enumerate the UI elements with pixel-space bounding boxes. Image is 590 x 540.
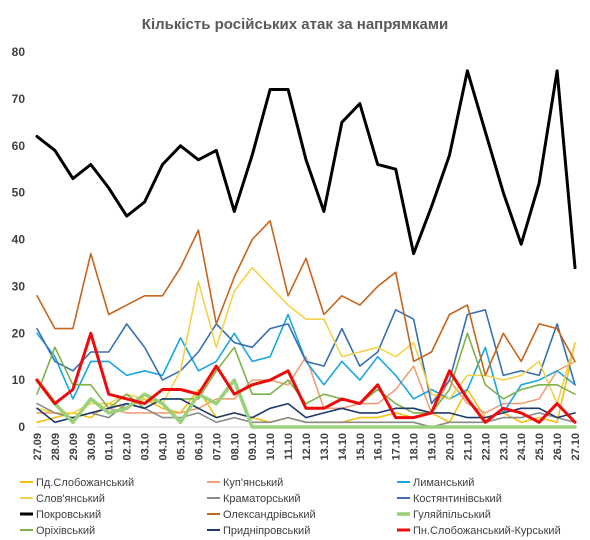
x-tick-label: 28.09 [50,433,62,461]
y-axis: 0 10 20 30 40 50 60 70 80 [12,45,26,434]
x-tick-label: 15.10 [355,433,367,461]
series-layer [35,69,577,429]
series-line [36,308,576,405]
x-tick-label: 24.10 [516,433,528,461]
series-line [36,398,576,424]
x-tick-label: 26.10 [552,433,564,461]
x-tick-label: 18.10 [409,433,421,461]
series-line [35,69,577,270]
y-tick-label: 0 [18,420,25,434]
x-tick-label: 08.10 [229,433,241,461]
x-tick-label: 01.10 [104,433,116,461]
x-tick-label: 14.10 [337,433,349,461]
x-tick-label: 23.10 [498,433,510,461]
y-tick-label: 20 [12,326,26,340]
x-tick-label: 09.10 [247,433,259,461]
x-tick-label: 05.10 [175,433,187,461]
x-tick-label: 13.10 [319,433,331,461]
y-tick-label: 50 [12,186,26,200]
legend-label: Пн.Слобожанський-Курський [413,525,561,537]
x-tick-label: 02.10 [122,433,134,461]
legend-label: Лиманський [413,477,474,489]
y-tick-label: 30 [12,279,26,293]
legend-label: Олександрівський [223,509,316,521]
legend-label: Оріхівський [36,525,95,537]
y-tick-label: 40 [12,233,26,247]
series-line [35,331,577,424]
x-tick-label: 11.10 [283,433,295,460]
series-line [36,332,576,414]
series-line [36,220,576,377]
legend-label: Краматорський [223,493,301,505]
legend-label: Придніпровський [223,525,310,537]
y-tick-label: 60 [12,139,26,153]
legend-label: Куп'янський [223,477,283,489]
x-tick-label: 03.10 [140,433,152,461]
x-tick-label: 22.10 [480,433,492,461]
legend-label: Покровський [36,509,101,521]
x-tick-label: 12.10 [301,433,313,461]
y-tick-label: 70 [12,92,26,106]
x-tick-label: 20.10 [444,433,456,461]
legend-label: Костянтинівський [413,493,502,505]
x-tick-label: 25.10 [534,433,546,461]
x-tick-label: 19.10 [427,433,439,461]
x-tick-label: 30.09 [86,433,98,461]
x-tick-label: 17.10 [391,433,403,461]
series-line [35,378,577,429]
legend-label: Слов'янський [36,493,105,505]
x-tick-label: 16.10 [373,433,385,461]
x-tick-label: 10.10 [265,433,277,461]
x-tick-label: 04.10 [158,433,170,461]
chart-title: Кількість російських атак за напрямками [142,16,448,33]
x-tick-label: 21.10 [462,433,474,461]
legend-label: Гуляйпільський [413,509,491,521]
legend: Пд.Слобожанський Куп'янський Лиманський Сло… [20,477,561,537]
x-axis: 27.09 28.09 29.09 30.09 01.10 02.10 03.10 04.10… [32,426,582,461]
y-tick-label: 80 [12,45,26,59]
x-tick-label: 06.10 [193,433,205,461]
y-tick-label: 10 [12,373,26,387]
x-tick-label: 27.10 [570,433,582,461]
x-tick-label: 27.09 [32,433,44,461]
x-tick-label: 29.09 [68,433,80,461]
legend-label: Пд.Слобожанський [36,477,134,489]
series-line [36,355,576,419]
x-tick-label: 07.10 [211,433,223,461]
